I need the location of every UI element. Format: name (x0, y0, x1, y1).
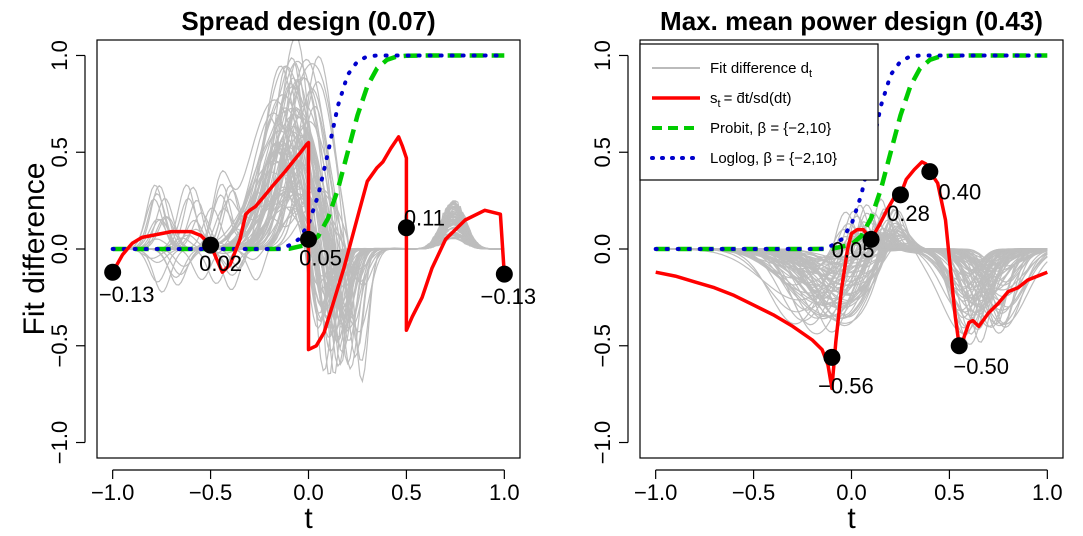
design-point (300, 230, 317, 248)
loglog-curve (110, 53, 507, 251)
legend: Fit difference dt st = d̄t/sd(dt) Probit, β… (639, 43, 879, 181)
y-tick-label: 0.0 (590, 234, 615, 265)
x-axis-label: t (304, 502, 313, 531)
design-point-label: −0.50 (953, 354, 1009, 379)
plot-frame (96, 39, 521, 459)
x-tick-label: −1.0 (91, 480, 134, 505)
y-tick-label: 0.5 (590, 137, 615, 168)
design-point-label: −0.13 (99, 282, 155, 307)
x-tick-label: 1.0 (1032, 480, 1063, 505)
x-axis: −1.0 −0.5 0.0 0.5 1.0 t (634, 469, 1063, 535)
legend-box (639, 43, 879, 181)
chart-panel-2: −0.56 0.05 0.28 0.40 −0.50 −1.0 −0.5 0.0 0.5 1.0 t… (590, 6, 1064, 535)
x-tick-label: 0.0 (293, 480, 324, 505)
design-point (202, 236, 220, 254)
y-axis: −1.0 −0.5 0.0 0.5 1.0 Fit difference (18, 40, 86, 464)
design-point-label: 0.40 (938, 180, 981, 205)
design-point (104, 263, 122, 281)
legend-label: Probit, β = {−2,10} (710, 120, 831, 137)
chart-title: Spread design (0.07) (181, 6, 435, 36)
y-tick-label: −0.5 (590, 324, 615, 367)
design-point (862, 230, 880, 248)
legend-label: Fit difference dt (710, 60, 812, 80)
design-point-label: 0.11 (404, 206, 445, 231)
probit-curve (655, 53, 1048, 252)
x-tick-label: −0.5 (189, 480, 232, 505)
chart-title: Max. mean power design (0.43) (660, 6, 1043, 36)
x-tick-label: 0.5 (391, 480, 422, 505)
design-point (495, 265, 513, 283)
design-point-label: 0.05 (299, 245, 342, 270)
design-point-label: 0.05 (832, 237, 875, 262)
x-tick-label: 0.0 (836, 480, 867, 505)
plot-area (110, 40, 507, 384)
y-tick-label: 1.0 (47, 40, 72, 71)
design-point (950, 337, 968, 355)
y-axis: −1.0 −0.5 0.0 0.5 1.0 (590, 40, 629, 464)
design-point (891, 186, 909, 204)
probit-curve (112, 53, 505, 252)
legend-label: Loglog, β = {−2,10} (710, 150, 837, 167)
y-tick-label: −0.5 (47, 324, 72, 367)
plot-frame (639, 39, 1064, 459)
design-point-label: 0.28 (887, 201, 930, 226)
plot-area (653, 53, 1050, 391)
x-axis-label: t (847, 502, 856, 531)
y-tick-label: 0.5 (47, 137, 72, 168)
loglog-curve (653, 53, 1050, 251)
design-point (397, 219, 415, 237)
design-point-label: 0.02 (199, 251, 242, 276)
y-tick-label: −1.0 (590, 421, 615, 464)
y-axis-label: Fit difference (18, 163, 51, 336)
y-tick-label: 1.0 (590, 40, 615, 71)
y-tick-label: −1.0 (47, 421, 72, 464)
x-tick-label: −1.0 (634, 480, 677, 505)
legend-label: st = d̄t/sd(dt) (710, 90, 792, 110)
x-tick-label: 1.0 (489, 480, 520, 505)
chart-panel-1: −0.13 0.02 0.05 0.11 −0.13 −1.0 −0.5 0.0 0.5 1.0 t… (18, 6, 536, 535)
y-tick-label: 0.0 (47, 234, 72, 265)
x-tick-label: −0.5 (732, 480, 775, 505)
design-point (823, 348, 841, 366)
design-point-label: −0.13 (480, 284, 536, 309)
design-point (921, 163, 939, 181)
x-axis: −1.0 −0.5 0.0 0.5 1.0 t (91, 469, 520, 535)
x-tick-label: 0.5 (934, 480, 965, 505)
design-point-label: −0.56 (818, 373, 874, 398)
